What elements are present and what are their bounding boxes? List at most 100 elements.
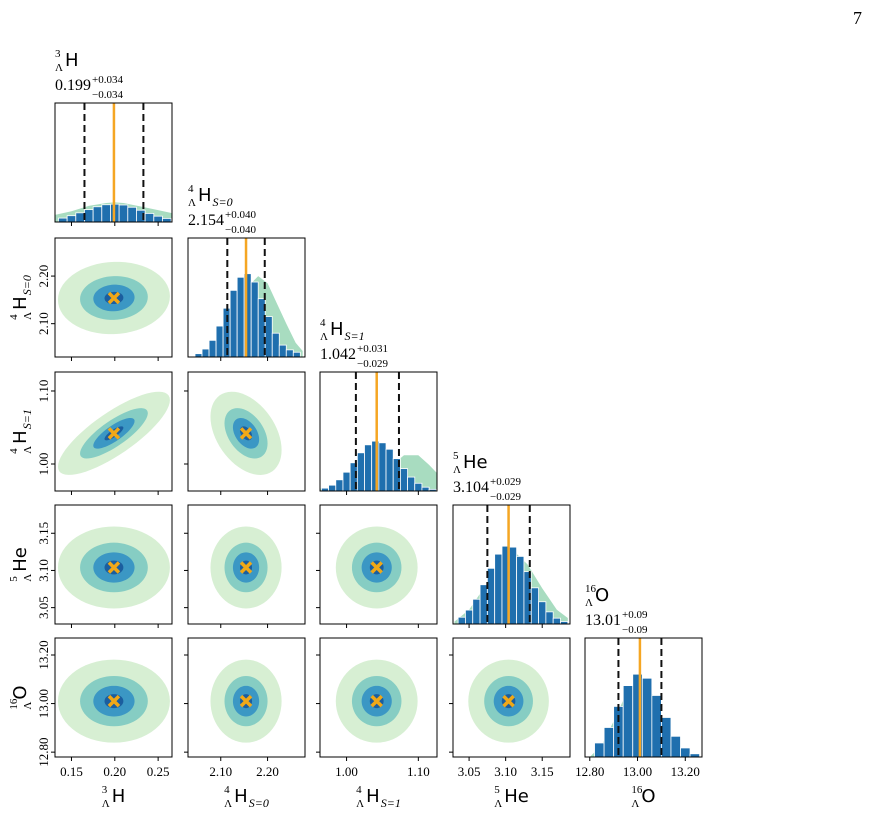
label-lambda: Λ <box>22 312 34 320</box>
label-symbol: He <box>504 786 529 807</box>
hist-bar <box>92 206 103 222</box>
param-err-minus: −0.034 <box>92 89 123 101</box>
hist-bar <box>208 339 217 357</box>
hist-bar <box>236 276 245 357</box>
hist-bar <box>472 598 481 624</box>
contour-panel <box>335 659 418 743</box>
label-subscript: S=0 <box>213 195 233 209</box>
hist-bar <box>428 488 437 491</box>
y-tick-label-group: 1.10 <box>36 380 51 403</box>
label-lambda: Λ <box>22 446 34 454</box>
hist-bar <box>530 587 539 624</box>
y-tick-label-group: 1.00 <box>36 453 51 476</box>
label-subscript: S=1 <box>381 796 401 810</box>
hist-bar <box>66 215 77 222</box>
contour-panel <box>57 659 170 743</box>
y-tick-label: 12.80 <box>36 738 51 767</box>
label-lambda: Λ <box>631 798 639 810</box>
param-err-minus: −0.040 <box>225 224 256 236</box>
param-title-label: 3 Λ H <box>55 48 79 74</box>
label-symbol: O <box>10 685 31 699</box>
contour-panel <box>210 659 282 743</box>
page-number: 7 <box>853 8 862 28</box>
label-lambda: Λ <box>585 597 593 609</box>
label-subscript: S=1 <box>345 329 365 343</box>
panel-frame <box>319 637 438 758</box>
label-symbol: H <box>65 50 79 71</box>
panel-frame <box>584 637 703 758</box>
param-median: 13.01 <box>585 612 621 629</box>
param-title-label: 5 Λ He <box>453 450 488 476</box>
hist-bar <box>144 213 155 222</box>
label-mass: 4 <box>8 314 20 320</box>
label-subscript: S=1 <box>20 409 34 429</box>
y-axis-label: 4 ΛHS=1 <box>8 409 34 454</box>
panel-frame <box>54 237 173 358</box>
x-tick-label: 13.00 <box>623 764 652 779</box>
panel-frame <box>54 504 173 625</box>
param-err-minus: −0.09 <box>622 624 648 636</box>
x-tick-label: 1.10 <box>407 764 430 779</box>
y-axis-label: 16 ΛO <box>8 685 34 709</box>
histogram-panel <box>55 103 172 222</box>
label-symbol: H <box>198 185 212 206</box>
histogram-panel <box>320 372 437 491</box>
hist-bar <box>101 204 111 222</box>
median-marker <box>502 694 515 708</box>
hist-bar <box>118 204 129 222</box>
hist-bar <box>264 316 273 357</box>
label-lambda: Λ <box>224 798 232 810</box>
contour-panel <box>57 391 170 475</box>
median-marker <box>239 427 253 440</box>
y-tick-label: 2.10 <box>36 312 51 335</box>
y-tick-label-group: 3.15 <box>36 522 51 545</box>
label-mass: 4 <box>224 784 230 796</box>
hist-bar <box>215 325 224 357</box>
contour-panel <box>57 261 170 335</box>
histogram-panel <box>589 638 701 757</box>
hist-bar <box>162 218 172 222</box>
hist-bar <box>670 735 681 757</box>
contour-panel <box>57 526 170 609</box>
param-err-plus: +0.09 <box>622 609 648 621</box>
hist-bar <box>414 482 423 491</box>
hist-bar <box>335 479 344 491</box>
y-tick-label: 3.10 <box>36 559 51 582</box>
param-median: 1.042 <box>320 346 356 363</box>
panel-frame <box>319 504 438 625</box>
hist-bar <box>651 695 662 757</box>
y-tick-label: 2.20 <box>36 265 51 288</box>
label-lambda: Λ <box>494 798 502 810</box>
median-marker <box>107 694 121 708</box>
x-tick-label: 2.10 <box>209 764 232 779</box>
hist-bar <box>201 348 210 357</box>
label-lambda: Λ <box>188 197 196 209</box>
x-tick-label: 3.10 <box>494 764 517 779</box>
label-mass: 3 <box>102 784 108 796</box>
y-tick-label: 13.00 <box>36 689 51 718</box>
hist-bar <box>641 677 653 757</box>
median-marker <box>107 427 121 440</box>
median-marker <box>239 561 253 574</box>
param-err-plus: +0.034 <box>92 74 123 86</box>
contour-panel <box>335 526 418 609</box>
hist-bar <box>271 332 280 357</box>
x-axis-label: 5 Λ He <box>494 784 529 810</box>
hist-bar <box>407 476 416 491</box>
panel-frame <box>54 371 173 492</box>
hist-bar <box>356 452 365 491</box>
hist-bar <box>153 215 163 222</box>
median-marker <box>107 561 121 574</box>
label-lambda: Λ <box>22 574 34 582</box>
label-mass: 4 <box>188 183 194 195</box>
y-tick-label: 1.00 <box>36 453 51 476</box>
param-err-plus: +0.031 <box>357 343 388 355</box>
param-median: 3.104 <box>453 479 489 496</box>
label-mass: 4 <box>356 784 362 796</box>
label-lambda: Λ <box>55 62 63 74</box>
contour-panel <box>210 391 282 475</box>
x-axis-label: 3 Λ H <box>102 784 126 810</box>
y-tick-label: 13.20 <box>36 640 51 669</box>
y-axis-label: 5 Λ He <box>8 547 34 582</box>
hist-bar <box>385 448 394 491</box>
